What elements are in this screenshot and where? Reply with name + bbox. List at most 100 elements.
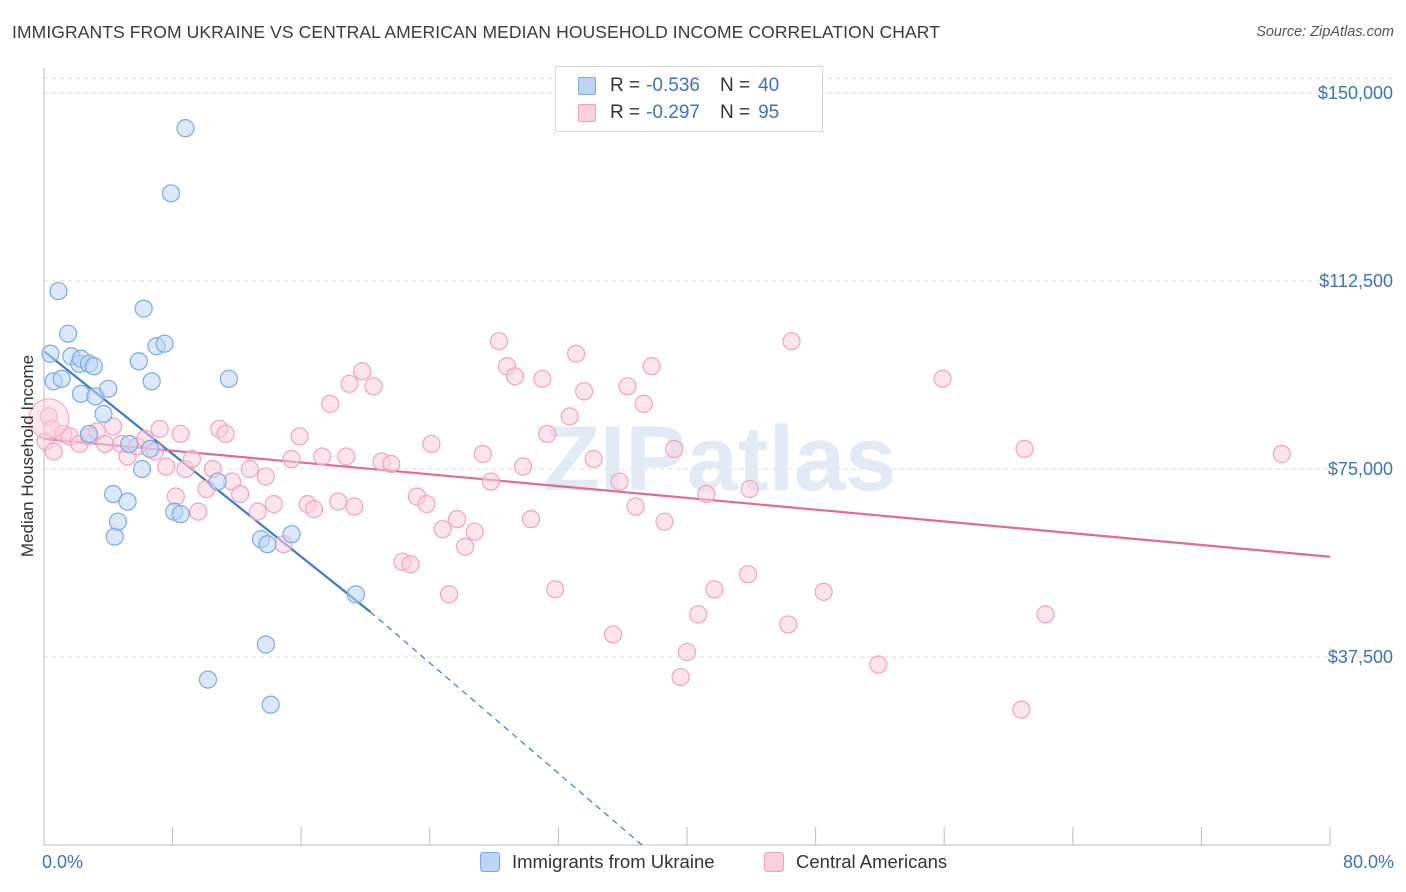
data-point (157, 457, 176, 476)
central-americans-swatch (578, 104, 596, 122)
data-point (182, 449, 201, 469)
legend-label-central-americans: Central Americans (796, 851, 948, 872)
data-point (417, 495, 436, 514)
data-point (382, 454, 401, 474)
n-value: 95 (758, 102, 780, 123)
data-point (521, 510, 541, 529)
data-point (1272, 444, 1291, 464)
y-tick-label: $75,000 (1328, 459, 1393, 479)
data-point (869, 655, 888, 674)
data-point (481, 472, 500, 491)
data-point (142, 372, 161, 391)
data-point (264, 495, 283, 514)
data-point (677, 642, 697, 662)
axes (43, 68, 1331, 846)
data-point (1012, 700, 1031, 719)
data-point (99, 379, 118, 398)
data-point (340, 374, 359, 393)
x-tick-label-max: 80.0% (1342, 852, 1394, 872)
data-point (49, 281, 68, 301)
data-point (779, 615, 798, 634)
data-point (256, 467, 275, 486)
data-point (282, 449, 301, 469)
r-label: R = (610, 102, 641, 123)
data-point (655, 512, 674, 531)
data-point (282, 525, 301, 544)
data-point (155, 334, 174, 353)
data-point (312, 447, 332, 466)
data-point (345, 497, 364, 516)
data-point (120, 434, 139, 454)
r-value: -0.536 (646, 75, 700, 96)
data-point (219, 369, 238, 388)
data-point (134, 299, 153, 318)
data-point (132, 459, 152, 479)
data-point (603, 625, 623, 644)
data-point (575, 382, 594, 401)
data-point (79, 424, 99, 444)
data-point (176, 119, 195, 138)
data-point (697, 484, 716, 504)
data-point (240, 459, 259, 479)
data-point (465, 522, 484, 541)
data-point (353, 362, 372, 381)
data-point (108, 512, 128, 531)
data-point (642, 357, 661, 376)
correlation-stats-box: R = -0.536 N = 40 R = -0.297 N = 95 (555, 66, 823, 132)
y-tick-labels: $37,500 $75,000 $112,500 $150,000 (1318, 83, 1393, 667)
data-point (738, 565, 758, 584)
legend: Immigrants from Ukraine Central American… (0, 851, 1406, 879)
data-point (189, 502, 208, 521)
data-point (248, 502, 267, 521)
n-value: 40 (758, 75, 780, 96)
data-point (433, 520, 452, 539)
data-point (346, 585, 365, 604)
data-point (689, 605, 708, 624)
legend-item-ukraine[interactable]: Immigrants from Ukraine (480, 851, 715, 873)
data-point (166, 487, 185, 506)
central-americans-legend-swatch (764, 852, 784, 872)
data-point (626, 497, 645, 516)
data-point (171, 505, 190, 524)
data-point (618, 377, 637, 396)
data-point (140, 439, 160, 459)
data-point (104, 417, 123, 436)
data-point (337, 447, 356, 466)
data-point (52, 369, 71, 388)
data-point (1015, 439, 1034, 459)
data-point (231, 484, 250, 504)
trend-line-extension (369, 611, 643, 846)
data-point (198, 670, 218, 689)
data-point (671, 667, 690, 687)
data-point (814, 582, 833, 601)
data-point (171, 424, 190, 444)
data-point (44, 442, 63, 461)
chart-source: Source: ZipAtlas.com (1256, 24, 1394, 40)
data-point (448, 510, 467, 529)
data-point (258, 535, 277, 554)
data-point (566, 344, 586, 363)
legend-item-central-americans[interactable]: Central Americans (764, 851, 947, 873)
data-point (118, 492, 137, 511)
data-point (161, 184, 181, 203)
y-axis-label: Median Household Income (18, 354, 37, 558)
data-point (150, 419, 169, 439)
data-point (304, 500, 324, 519)
data-point (329, 492, 348, 511)
data-point (610, 472, 629, 491)
data-point-cluster (28, 398, 70, 440)
data-point (505, 367, 525, 386)
data-point (546, 580, 565, 599)
data-point (41, 344, 60, 363)
data-point (94, 404, 113, 423)
ukraine-legend-swatch (480, 852, 500, 872)
data-point (422, 434, 441, 454)
data-point (1036, 605, 1055, 624)
data-point (584, 449, 603, 469)
data-point (216, 424, 235, 444)
data-point (533, 369, 552, 388)
data-point (401, 555, 420, 574)
data-point (933, 369, 952, 388)
r-value: -0.297 (646, 102, 700, 123)
